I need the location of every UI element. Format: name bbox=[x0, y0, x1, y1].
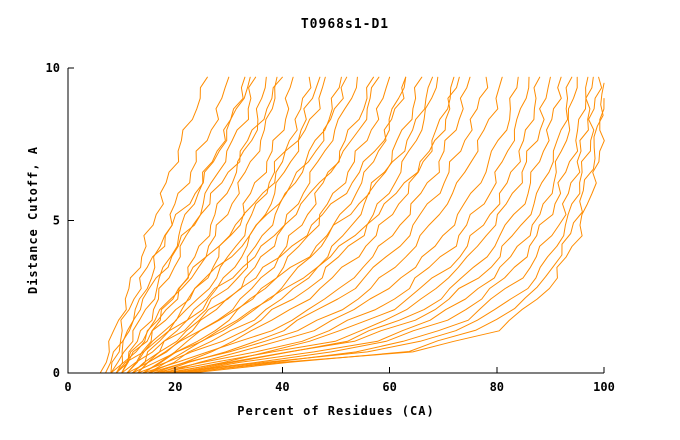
model-curve bbox=[164, 76, 519, 374]
model-curve bbox=[190, 82, 605, 374]
model-curve bbox=[99, 76, 208, 374]
axes-group: 0 20 40 60 80 100 0 5 10 bbox=[46, 61, 615, 394]
model-curve bbox=[110, 76, 251, 374]
x-tick-label: 80 bbox=[490, 380, 504, 394]
model-curve bbox=[158, 76, 551, 374]
x-tick-label: 0 bbox=[64, 380, 71, 394]
model-curve bbox=[142, 76, 433, 374]
model-curve bbox=[147, 76, 460, 374]
model-curve bbox=[164, 76, 573, 374]
model-curve bbox=[153, 76, 530, 374]
model-curve bbox=[121, 76, 267, 374]
x-tick-label: 60 bbox=[382, 380, 396, 394]
model-curve bbox=[137, 76, 407, 374]
chart-title: T0968s1-D1 bbox=[301, 17, 389, 32]
x-axis-label: Percent of Residues (CA) bbox=[237, 404, 434, 418]
curve-group bbox=[99, 76, 605, 374]
model-curve bbox=[169, 76, 541, 374]
model-curve bbox=[126, 76, 374, 374]
model-curve bbox=[153, 76, 455, 374]
model-curve bbox=[180, 98, 605, 374]
model-curve bbox=[115, 76, 257, 374]
model-curve bbox=[115, 76, 312, 374]
model-curve bbox=[142, 76, 391, 374]
model-curve bbox=[174, 76, 562, 374]
model-curve bbox=[185, 76, 594, 374]
y-tick-label: 5 bbox=[53, 214, 60, 228]
model-curve bbox=[126, 76, 294, 374]
y-tick-label: 0 bbox=[53, 366, 60, 380]
model-curve bbox=[126, 76, 348, 374]
y-tick-label: 10 bbox=[46, 61, 60, 75]
model-curve bbox=[174, 76, 603, 374]
x-tick-label: 100 bbox=[593, 380, 615, 394]
model-curve bbox=[158, 76, 489, 374]
model-curve bbox=[110, 76, 246, 374]
model-curve bbox=[147, 76, 503, 374]
model-curve bbox=[169, 76, 589, 374]
x-tick-label: 20 bbox=[168, 380, 182, 394]
model-curve bbox=[147, 76, 423, 374]
model-curve bbox=[142, 76, 471, 374]
model-curve bbox=[131, 76, 380, 374]
y-axis-label: Distance Cutoff, A bbox=[26, 146, 40, 294]
x-tick-label: 40 bbox=[275, 380, 289, 394]
model-curve bbox=[180, 76, 578, 374]
model-curve bbox=[115, 76, 283, 374]
model-curve bbox=[137, 76, 439, 374]
model-curve bbox=[121, 76, 321, 374]
model-curve bbox=[110, 76, 278, 374]
